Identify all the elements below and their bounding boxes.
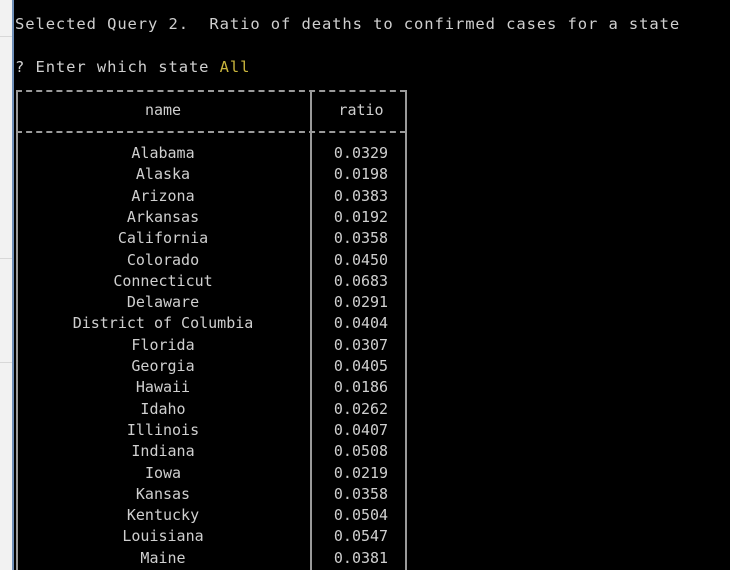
state-name: Alaska	[135, 165, 191, 184]
ratio-value: 0.0405	[333, 357, 389, 375]
state-name: Arkansas	[126, 207, 200, 226]
table-row: Illinois 0.0407	[16, 420, 406, 441]
table-row: Arkansas 0.0192	[16, 207, 406, 228]
state-name: Louisiana	[122, 527, 204, 546]
table-row: Maine 0.0381	[16, 548, 406, 569]
table-row: Arizona 0.0383	[16, 186, 406, 207]
state-name: Alabama	[131, 144, 195, 162]
table-row: Kentucky 0.0504	[16, 505, 406, 526]
table-row: Florida 0.0307	[16, 335, 406, 356]
table-row: Indiana 0.0508	[16, 441, 406, 462]
header-name: name	[144, 101, 182, 119]
table-row: Idaho 0.0262	[16, 399, 406, 420]
ratio-value: 0.0198	[333, 165, 389, 184]
table-row: Connecticut 0.0683	[16, 271, 406, 292]
prompt-label: ? Enter which state	[15, 58, 220, 76]
ratio-value: 0.0404	[333, 314, 389, 333]
table-row: Alabama 0.0329	[16, 143, 406, 164]
ratio-value: 0.0307	[333, 335, 389, 354]
ratio-value: 0.0407	[333, 420, 389, 439]
table-row: District of Columbia 0.0404	[16, 313, 406, 334]
state-name: Idaho	[140, 399, 186, 418]
state-name: Colorado	[126, 250, 200, 269]
ratio-value: 0.0219	[333, 463, 389, 482]
state-name: Indiana	[131, 442, 195, 461]
prompt-answer: All	[219, 58, 251, 76]
state-prompt: ? Enter which state All	[15, 58, 250, 76]
header-ratio: ratio	[338, 101, 384, 119]
state-name: Connecticut	[113, 271, 213, 290]
table-border-left	[16, 90, 18, 570]
table-row: California 0.0358	[16, 228, 406, 249]
ratio-value: 0.0329	[333, 144, 389, 162]
ratio-value: 0.0291	[333, 293, 389, 312]
table-border-right	[405, 90, 407, 570]
table-row: Delaware 0.0291	[16, 292, 406, 313]
selected-query-text: Selected Query 2. Ratio of deaths to con…	[15, 15, 681, 33]
ratio-value: 0.0358	[333, 229, 389, 248]
table-row: Hawaii 0.0186	[16, 377, 406, 398]
state-name: Kansas	[135, 484, 191, 503]
table-header-row: name ratio	[16, 100, 406, 121]
table-row: Kansas 0.0358	[16, 484, 406, 505]
table-row: Alaska 0.0198	[16, 164, 406, 185]
ratio-value: 0.0508	[333, 442, 389, 461]
table-row: Iowa 0.0219	[16, 463, 406, 484]
table-row: Louisiana 0.0547	[16, 526, 406, 547]
state-name: District of Columbia	[72, 314, 254, 333]
state-name: Arizona	[131, 186, 195, 205]
state-name: Georgia	[131, 357, 195, 375]
state-name: Maine	[140, 548, 186, 567]
ratio-value: 0.0192	[333, 207, 389, 226]
state-name: Iowa	[144, 463, 182, 482]
ratio-value: 0.0450	[333, 250, 389, 269]
ratio-value: 0.0504	[333, 506, 389, 525]
state-name: California	[117, 229, 209, 248]
table-border-top	[16, 90, 406, 92]
ratio-value: 0.0381	[333, 548, 389, 567]
ratio-value: 0.0358	[333, 484, 389, 503]
table-row: Georgia 0.0405	[16, 356, 406, 377]
ratio-value: 0.0683	[333, 271, 389, 290]
ratio-value: 0.0262	[333, 399, 389, 418]
ratio-value: 0.0547	[333, 527, 389, 546]
state-name: Delaware	[126, 293, 200, 312]
table-header-separator	[16, 131, 406, 133]
state-name: Florida	[131, 335, 195, 354]
ratio-value: 0.0383	[333, 186, 389, 205]
state-name: Hawaii	[135, 378, 191, 397]
state-name: Illinois	[126, 420, 200, 439]
table-row: Colorado 0.0450	[16, 250, 406, 271]
ratio-value: 0.0186	[333, 378, 389, 397]
state-name: Kentucky	[126, 506, 200, 525]
background-window-edge	[0, 0, 14, 570]
table-column-divider	[310, 90, 312, 570]
